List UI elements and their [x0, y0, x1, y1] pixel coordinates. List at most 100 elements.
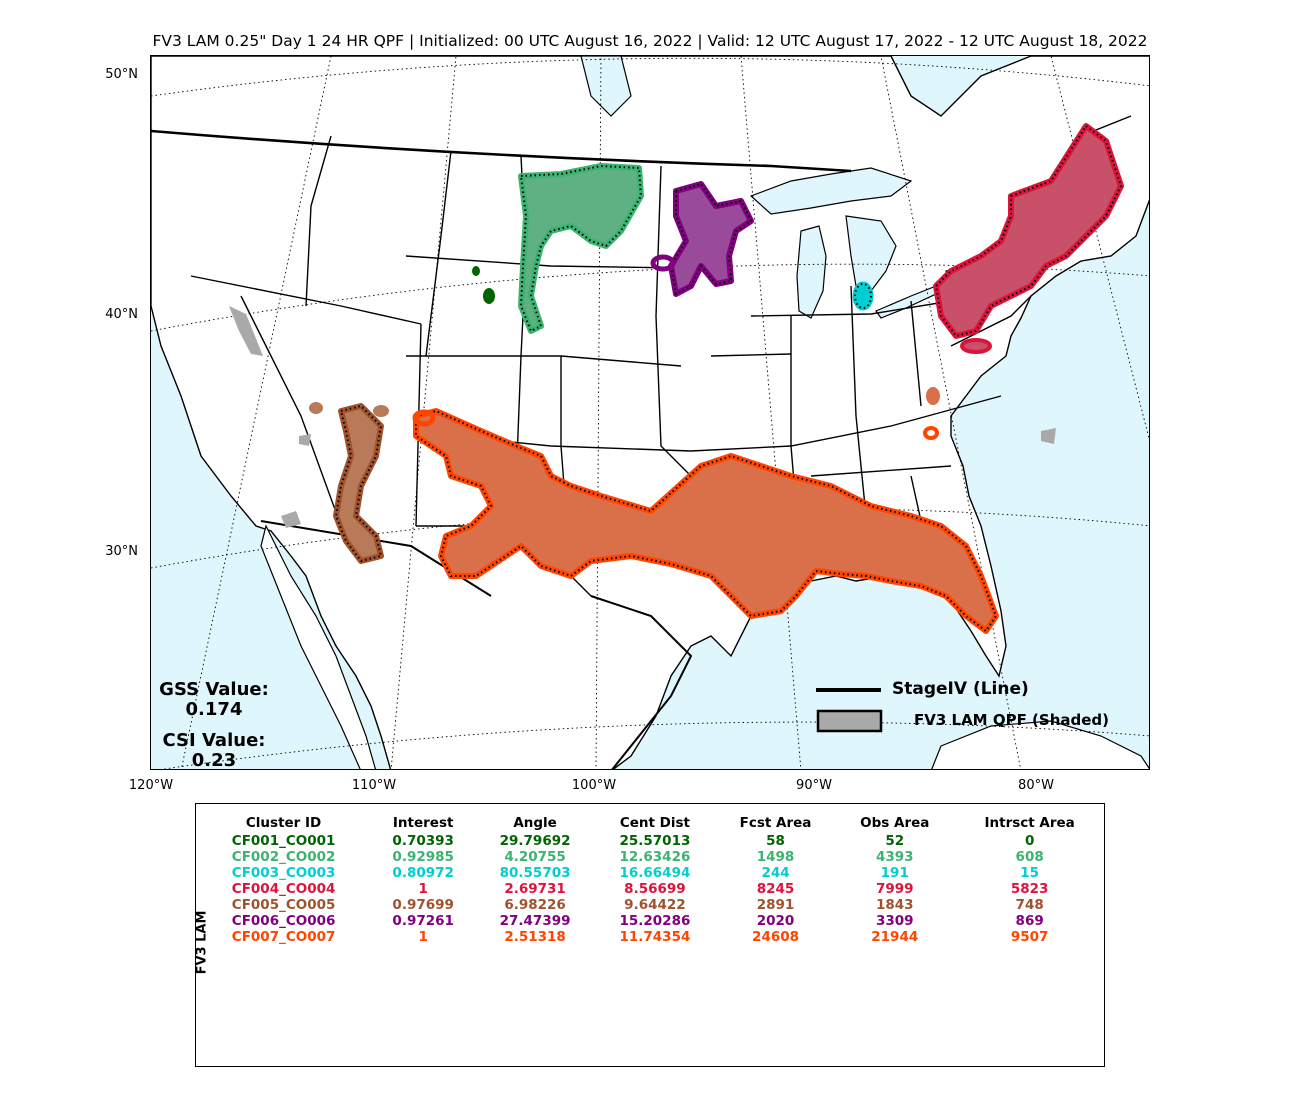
- table-row: CF001_CO001 0.70393 29.79692 25.57013 58…: [196, 833, 1106, 849]
- table-row: CF003_CO003 0.80972 80.55703 16.66494 24…: [196, 865, 1106, 881]
- cell-obs-area: 191: [880, 865, 909, 881]
- cell-obs-area: 21944: [871, 929, 919, 945]
- cell-interest: 0.92985: [392, 849, 454, 865]
- cell-angle: 6.98226: [504, 897, 566, 913]
- lon-label-80w: 80°W: [1018, 778, 1054, 793]
- cell-cluster-id: CF007_CO007: [231, 929, 336, 945]
- header-cent-dist: Cent Dist: [619, 815, 690, 831]
- cell-intrsct-area: 0: [1024, 833, 1035, 849]
- gss-score: GSS Value: 0.174: [148, 680, 280, 720]
- cell-interest: 0.97261: [392, 913, 454, 929]
- cell-interest: 0.97699: [392, 897, 454, 913]
- cell-cent-dist: 16.66494: [619, 865, 691, 881]
- cluster-cf003: [852, 281, 874, 311]
- cell-cent-dist: 12.63426: [619, 849, 691, 865]
- cell-obs-area: 4393: [875, 849, 914, 865]
- table-header-row: Cluster ID Interest Angle Cent Dist Fcst…: [196, 814, 1106, 833]
- header-interest: Interest: [392, 815, 454, 831]
- cell-interest: 1: [418, 929, 428, 945]
- cell-intrsct-area: 5823: [1010, 881, 1049, 897]
- lake-huron: [845, 215, 897, 292]
- table-row: CF002_CO002 0.92985 4.20755 12.63426 149…: [196, 849, 1106, 865]
- cell-cluster-id: CF002_CO002: [231, 849, 336, 865]
- header-cluster-id: Cluster ID: [245, 815, 322, 831]
- cell-interest: 1: [418, 881, 428, 897]
- table-row: CF005_CO005 0.97699 6.98226 9.64422 2891…: [196, 897, 1106, 913]
- cell-obs-area: 3309: [875, 913, 914, 929]
- csi-value: 0.23: [191, 750, 237, 771]
- lake-michigan: [796, 225, 827, 319]
- gss-label: GSS Value:: [159, 679, 269, 700]
- cell-obs-area: 7999: [875, 881, 914, 897]
- cell-cent-dist: 15.20286: [619, 913, 691, 929]
- legend-shade-label: FV3 LAM QPF (Shaded): [914, 711, 1110, 729]
- csi-label: CSI Value:: [162, 730, 266, 751]
- table-row: CF006_CO006 0.97261 27.47399 15.20286 20…: [196, 913, 1106, 929]
- cell-cluster-id: CF003_CO003: [231, 865, 336, 881]
- cell-angle: 4.20755: [504, 849, 566, 865]
- cluster-cf004: [933, 123, 1124, 354]
- hudson-bay-inlet: [580, 56, 632, 117]
- lat-label-50n: 50°N: [105, 67, 138, 82]
- lon-label-110w: 110°W: [351, 778, 397, 793]
- cell-cluster-id: CF005_CO005: [231, 897, 336, 913]
- gss-value: 0.174: [185, 699, 243, 720]
- lon-label-120w: 120°W: [128, 778, 174, 793]
- cell-cent-dist: 11.74354: [619, 929, 691, 945]
- table-row: CF004_CO004 1 2.69731 8.56699 8245 7999 …: [196, 881, 1106, 897]
- cell-interest: 0.80972: [392, 865, 454, 881]
- cluster-cf002: [518, 163, 644, 334]
- cell-angle: 80.55703: [499, 865, 571, 881]
- cell-cluster-id: CF001_CO001: [231, 833, 336, 849]
- cell-interest: 0.70393: [392, 833, 454, 849]
- cell-fcst-area: 244: [761, 865, 790, 881]
- cell-angle: 29.79692: [499, 833, 571, 849]
- header-angle: Angle: [513, 815, 557, 831]
- lat-label-40n: 40°N: [105, 307, 138, 322]
- baja-peninsula: [260, 524, 377, 769]
- cell-intrsct-area: 15: [1020, 865, 1040, 881]
- cell-cluster-id: CF004_CO004: [231, 881, 336, 897]
- cell-intrsct-area: 608: [1015, 849, 1044, 865]
- cell-angle: 2.69731: [504, 881, 566, 897]
- cell-fcst-area: 2020: [756, 913, 795, 929]
- cell-fcst-area: 8245: [756, 881, 795, 897]
- header-fcst-area: Fcst Area: [739, 815, 812, 831]
- lon-label-90w: 90°W: [796, 778, 832, 793]
- cell-angle: 27.47399: [499, 913, 571, 929]
- cell-intrsct-area: 9507: [1010, 929, 1049, 945]
- page-title: FV3 LAM 0.25" Day 1 24 HR QPF | Initiali…: [152, 32, 1148, 50]
- cell-intrsct-area: 869: [1015, 913, 1044, 929]
- lake-superior: [749, 167, 913, 215]
- cell-angle: 2.51318: [504, 929, 566, 945]
- cell-intrsct-area: 748: [1015, 897, 1044, 913]
- csi-score: CSI Value: 0.23: [148, 731, 280, 771]
- cluster-stats-table: Cluster ID Interest Angle Cent Dist Fcst…: [196, 814, 1106, 945]
- cell-fcst-area: 58: [766, 833, 785, 849]
- cell-obs-area: 1843: [875, 897, 914, 913]
- cell-fcst-area: 2891: [756, 897, 795, 913]
- state-boundaries: [151, 115, 1132, 769]
- graticule: [151, 56, 1149, 769]
- table-row: CF007_CO007 1 2.51318 11.74354 24608 219…: [196, 929, 1106, 945]
- header-obs-area: Obs Area: [860, 815, 930, 831]
- cluster-stats-panel: Cluster ID Interest Angle Cent Dist Fcst…: [195, 803, 1105, 1067]
- cell-fcst-area: 24608: [752, 929, 800, 945]
- land-mass: [151, 56, 1149, 769]
- cell-obs-area: 52: [885, 833, 905, 849]
- cluster-cf007: [412, 387, 999, 634]
- cell-cent-dist: 9.64422: [624, 897, 686, 913]
- map-svg: [151, 56, 1149, 769]
- lon-label-100w: 100°W: [571, 778, 617, 793]
- legend-shade-swatch: [816, 709, 883, 733]
- header-intrsct-area: Intrsct Area: [984, 815, 1075, 831]
- cluster-cf005: [309, 402, 389, 564]
- legend-line-label: StageIV (Line): [892, 679, 1029, 699]
- cuba: [931, 720, 1149, 769]
- lat-label-30n: 30°N: [105, 544, 138, 559]
- cell-cent-dist: 8.56699: [624, 881, 686, 897]
- cell-cluster-id: CF006_CO006: [231, 913, 336, 929]
- cluster-cf001: [472, 266, 495, 304]
- cell-fcst-area: 1498: [756, 849, 795, 865]
- map-panel: [150, 55, 1150, 770]
